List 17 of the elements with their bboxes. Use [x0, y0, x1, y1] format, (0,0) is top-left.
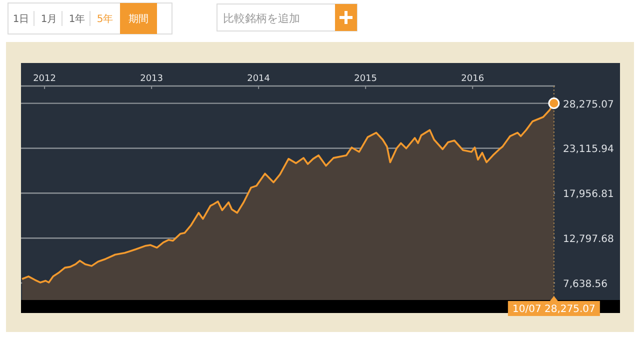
text: 5年	[96, 13, 114, 25]
text: 比較銘柄を追加	[223, 12, 300, 25]
x-tick-label: 2012	[33, 74, 56, 84]
x-tick-label: 2014	[247, 74, 270, 84]
y-tick-label: 28,275.07	[563, 99, 614, 110]
text: 1日	[12, 14, 30, 25]
text: 期間	[128, 13, 148, 25]
y-tick-label: 17,956.81	[563, 189, 614, 200]
y-tick-label: 12,797.68	[563, 234, 614, 246]
text: 1年	[68, 13, 86, 25]
y-tick-label: 7,638.56	[563, 279, 608, 290]
x-tick-label: 2015	[354, 74, 378, 84]
text: 1月	[40, 14, 58, 25]
x-tick-label: 2013	[140, 74, 164, 84]
text: 10/07 28,275.07	[512, 304, 596, 315]
y-tick-label: 23,115.94	[563, 144, 614, 156]
x-tick-label: 2016	[461, 74, 484, 84]
